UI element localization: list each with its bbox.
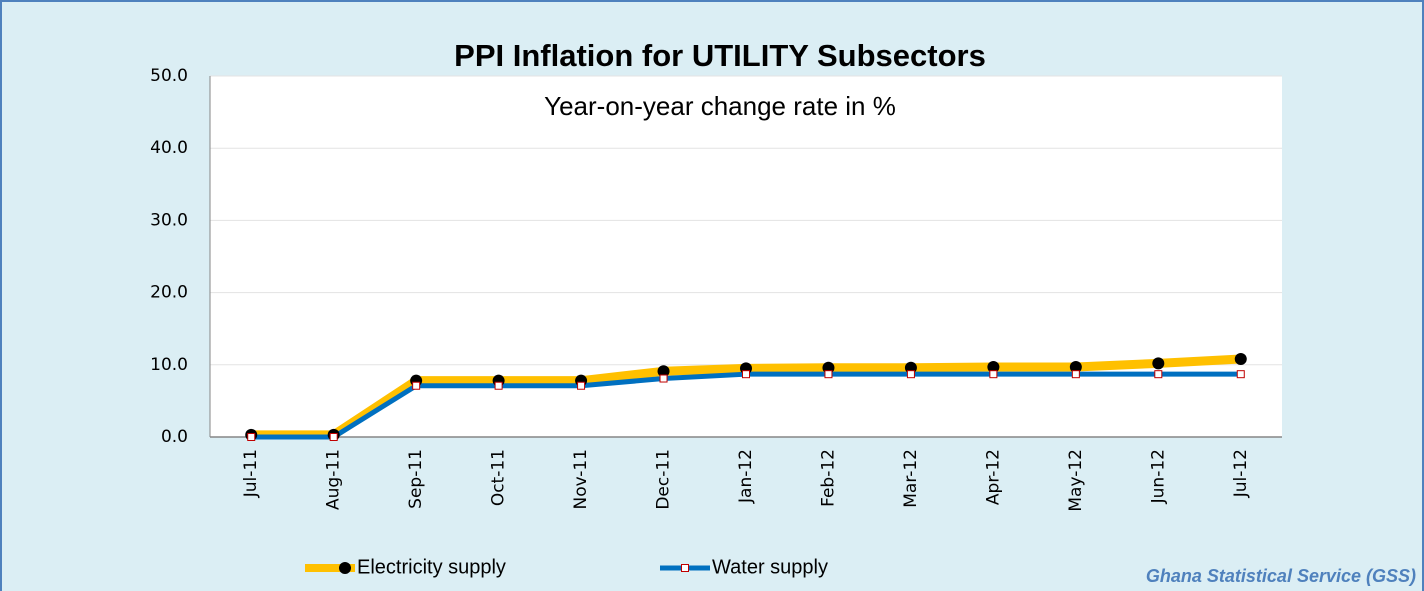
x-tick-label: May-12 [1066,449,1086,512]
x-tick-label: Jul-11 [241,449,261,498]
y-tick-label: 20.0 [150,283,188,303]
data-point [247,433,256,441]
x-tick-label: Nov-11 [571,449,591,510]
data-point [989,370,998,379]
legend-label: Electricity supply [357,556,506,578]
x-tick-label: Jun-12 [1148,449,1168,504]
x-tick-label: Jul-12 [1231,449,1251,498]
chart-title: PPI Inflation for UTILITY Subsectors [454,38,986,73]
data-point [1069,360,1082,373]
x-tick-label: Jan-12 [736,449,756,504]
data-point [1071,370,1080,379]
x-tick-label: Apr-12 [983,449,1003,505]
x-tick-label: Dec-11 [654,449,674,510]
source-note: Ghana Statistical Service (GSS) [1146,566,1416,586]
data-point [1234,353,1247,366]
x-tick-label: Oct-11 [489,449,509,506]
legend-marker [339,562,351,574]
data-point [577,381,586,390]
data-point [1154,370,1163,379]
chart-subtitle: Year-on-year change rate in % [544,91,896,121]
y-tick-label: 0.0 [161,427,188,447]
data-point [1152,357,1165,370]
legend-marker [681,564,689,572]
data-point [329,433,338,441]
y-tick-label: 40.0 [150,138,188,158]
data-point [657,365,670,378]
legend-label: Water supply [712,556,828,578]
data-point [1236,370,1245,379]
x-tick-label: Feb-12 [818,449,838,507]
data-point [824,370,833,379]
data-point [742,370,750,379]
x-tick-label: Aug-11 [324,449,344,510]
data-point [906,370,915,379]
x-tick-label: Sep-11 [406,449,426,509]
plot-area [210,76,1282,437]
y-tick-label: 10.0 [150,355,188,375]
data-point [494,381,503,390]
data-point [659,374,668,383]
data-point [412,381,421,390]
y-tick-label: 30.0 [150,210,188,230]
x-tick-label: Mar-12 [901,449,921,508]
data-point [987,360,1000,373]
y-tick-label: 50.0 [150,66,188,86]
